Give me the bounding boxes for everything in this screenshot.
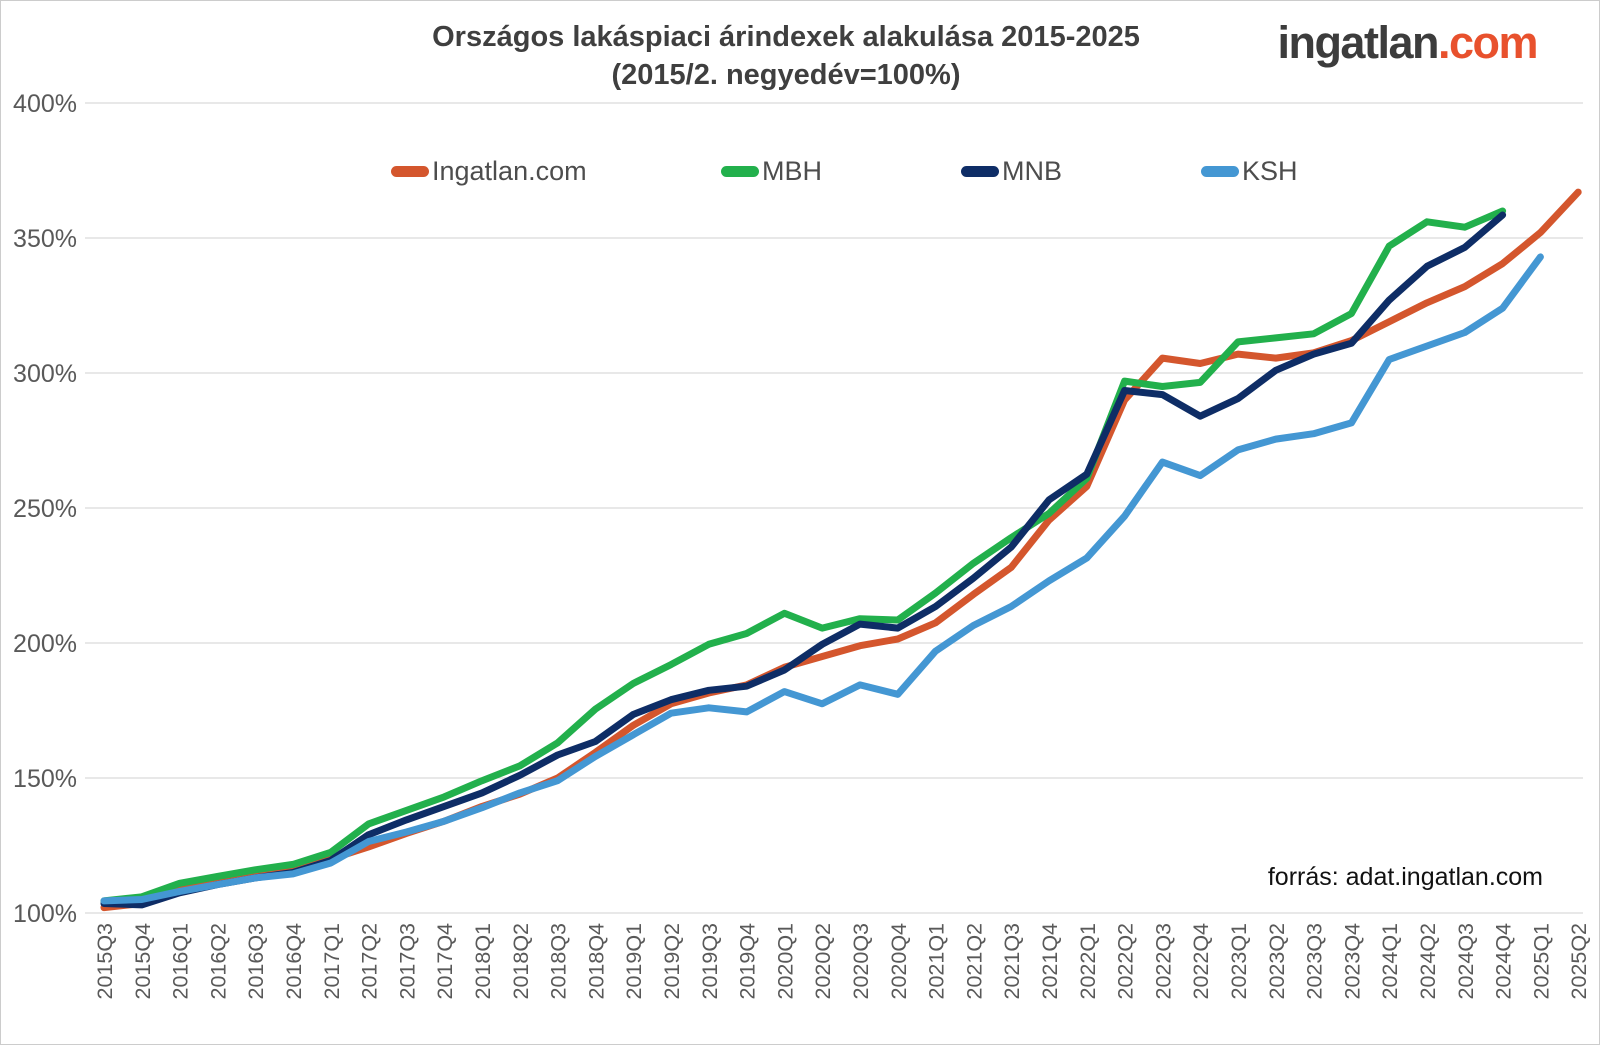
x-tick-label: 2022Q1 xyxy=(1076,923,1100,1000)
x-tick-label: 2025Q1 xyxy=(1529,923,1553,1000)
x-tick-label: 2018Q1 xyxy=(471,923,495,1000)
legend-item-mnb[interactable]: MNB xyxy=(961,156,1062,187)
x-tick-label: 2021Q3 xyxy=(1000,923,1024,1000)
logo-text-com: .com xyxy=(1437,17,1539,68)
y-tick-label: 300% xyxy=(13,360,77,388)
x-tick-label: 2019Q4 xyxy=(736,923,760,1000)
x-tick-label: 2015Q4 xyxy=(131,923,155,1000)
y-tick-label: 350% xyxy=(13,225,77,253)
x-tick-label: 2023Q2 xyxy=(1265,923,1289,1000)
x-tick-label: 2023Q1 xyxy=(1227,923,1251,1000)
x-tick-label: 2017Q3 xyxy=(395,923,419,1000)
legend-swatch xyxy=(721,166,759,177)
x-tick-label: 2017Q1 xyxy=(320,923,344,1000)
x-tick-label: 2016Q3 xyxy=(244,923,268,1000)
x-tick-label: 2024Q2 xyxy=(1416,923,1440,1000)
x-tick-label: 2016Q4 xyxy=(282,923,306,1000)
logo-text-ingatlan: ingatlan xyxy=(1277,17,1439,68)
legend-item-ksh[interactable]: KSH xyxy=(1201,156,1298,187)
x-tick-label: 2020Q2 xyxy=(811,923,835,1000)
y-tick-label: 250% xyxy=(13,495,77,523)
x-tick-label: 2020Q4 xyxy=(887,923,911,1000)
x-tick-label: 2019Q2 xyxy=(660,923,684,1000)
x-tick-label: 2021Q1 xyxy=(925,923,949,1000)
x-tick-label: 2016Q1 xyxy=(169,923,193,1000)
x-tick-label: 2024Q4 xyxy=(1492,923,1516,1000)
x-tick-label: 2017Q2 xyxy=(358,923,382,1000)
x-tick-label: 2019Q1 xyxy=(622,923,646,1000)
legend-swatch xyxy=(961,166,999,177)
y-tick-label: 150% xyxy=(13,765,77,793)
x-tick-label: 2015Q3 xyxy=(93,923,117,1000)
x-tick-label: 2019Q3 xyxy=(698,923,722,1000)
legend-swatch xyxy=(391,166,429,177)
legend-item-mbh[interactable]: MBH xyxy=(721,156,822,187)
y-tick-label: 400% xyxy=(13,90,77,118)
x-tick-label: 2022Q4 xyxy=(1189,923,1213,1000)
x-tick-label: 2021Q2 xyxy=(962,923,986,1000)
legend-label: Ingatlan.com xyxy=(432,156,587,186)
x-tick-label: 2020Q3 xyxy=(849,923,873,1000)
source-text: forrás: adat.ingatlan.com xyxy=(1267,863,1543,891)
x-tick-label: 2017Q4 xyxy=(433,923,457,1000)
x-tick-label: 2016Q2 xyxy=(206,923,230,1000)
x-tick-label: 2025Q2 xyxy=(1567,923,1591,1000)
x-tick-label: 2024Q3 xyxy=(1454,923,1478,1000)
y-tick-label: 200% xyxy=(13,630,77,658)
x-tick-label: 2022Q2 xyxy=(1114,923,1138,1000)
legend-swatch xyxy=(1201,166,1239,177)
x-tick-label: 2023Q4 xyxy=(1340,923,1364,1000)
series-line-ksh xyxy=(100,253,1544,905)
legend-label: MBH xyxy=(762,156,822,186)
x-tick-label: 2022Q3 xyxy=(1151,923,1175,1000)
y-tick-label: 100% xyxy=(13,900,77,928)
legend-label: KSH xyxy=(1242,156,1298,186)
x-tick-label: 2021Q4 xyxy=(1038,923,1062,1000)
x-tick-label: 2018Q4 xyxy=(584,923,608,1000)
x-tick-label: 2018Q3 xyxy=(547,923,571,1000)
x-tick-label: 2024Q1 xyxy=(1378,923,1402,1000)
series-line-mnb xyxy=(100,211,1507,909)
legend-label: MNB xyxy=(1002,156,1062,186)
legend-item-ingatlancom[interactable]: Ingatlan.com xyxy=(391,156,587,187)
legend: Ingatlan.com MBH MNB KSH xyxy=(1,156,1599,190)
x-tick-label: 2023Q3 xyxy=(1303,923,1327,1000)
series-line-mbh xyxy=(100,207,1507,905)
ingatlan-logo: ingatlan.com xyxy=(1277,17,1539,69)
x-tick-label: 2018Q2 xyxy=(509,923,533,1000)
x-tick-label: 2020Q1 xyxy=(773,923,797,1000)
